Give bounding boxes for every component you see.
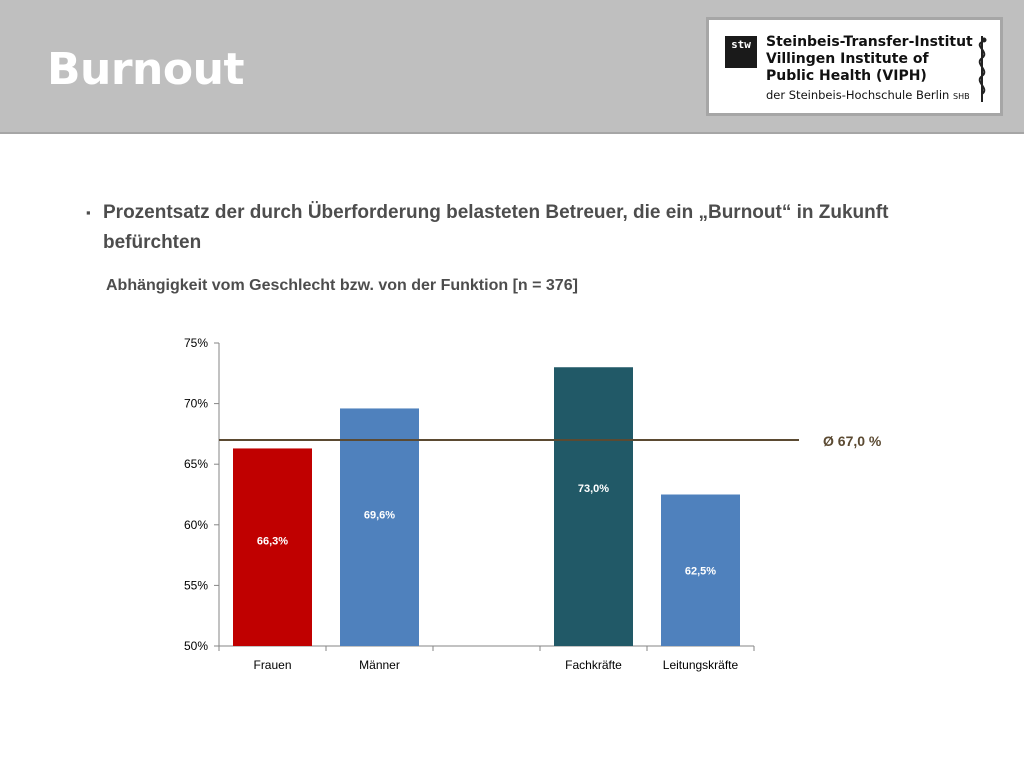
stw-logo-mark: stw	[725, 36, 757, 68]
slide-title: Burnout	[47, 44, 244, 95]
chart-subtitle: Abhängigkeit vom Geschlecht bzw. von der…	[106, 277, 578, 294]
y-tick-label: 60%	[184, 518, 208, 532]
logo-line-1: Steinbeis-Transfer-Institut	[766, 34, 973, 50]
logo-line-2: Villingen Institute of	[766, 51, 929, 67]
average-label: Ø 67,0 %	[823, 433, 882, 449]
data-label: 69,6%	[364, 510, 395, 522]
institute-logo: stw Steinbeis-Transfer-Institut Villinge…	[706, 17, 1003, 116]
data-label: 66,3%	[257, 536, 288, 548]
logo-line-4-text: der Steinbeis-Hochschule Berlin	[766, 88, 950, 102]
y-tick-label: 50%	[184, 639, 208, 653]
y-tick-label: 65%	[184, 457, 208, 471]
bar-2	[340, 408, 419, 646]
bullet-point: ▪ Prozentsatz der durch Überforderung be…	[86, 198, 946, 258]
y-tick-label: 75%	[184, 336, 208, 350]
logo-line-4: der Steinbeis-Hochschule Berlin SHB	[766, 88, 970, 102]
data-label: 73,0%	[578, 483, 609, 495]
category-label: Frauen	[253, 658, 291, 672]
logo-line-3: Public Health (VIPH)	[766, 68, 927, 84]
category-label: Leitungskräfte	[663, 658, 739, 672]
y-tick-label: 70%	[184, 397, 208, 411]
staff-of-asclepius-icon	[978, 36, 987, 102]
y-tick-label: 55%	[184, 578, 208, 592]
logo-line-4-suffix: SHB	[952, 92, 970, 101]
header-band: Burnout stw Steinbeis-Transfer-Institut …	[0, 0, 1024, 134]
bar-5	[661, 494, 740, 646]
category-label: Männer	[359, 658, 400, 672]
bullet-text: Prozentsatz der durch Überforderung bela…	[103, 202, 889, 253]
category-label: Fachkräfte	[565, 658, 622, 672]
bullet-marker: ▪	[86, 205, 91, 220]
bar-4	[554, 367, 633, 646]
data-label: 62,5%	[685, 566, 716, 578]
bar-1	[233, 448, 312, 646]
